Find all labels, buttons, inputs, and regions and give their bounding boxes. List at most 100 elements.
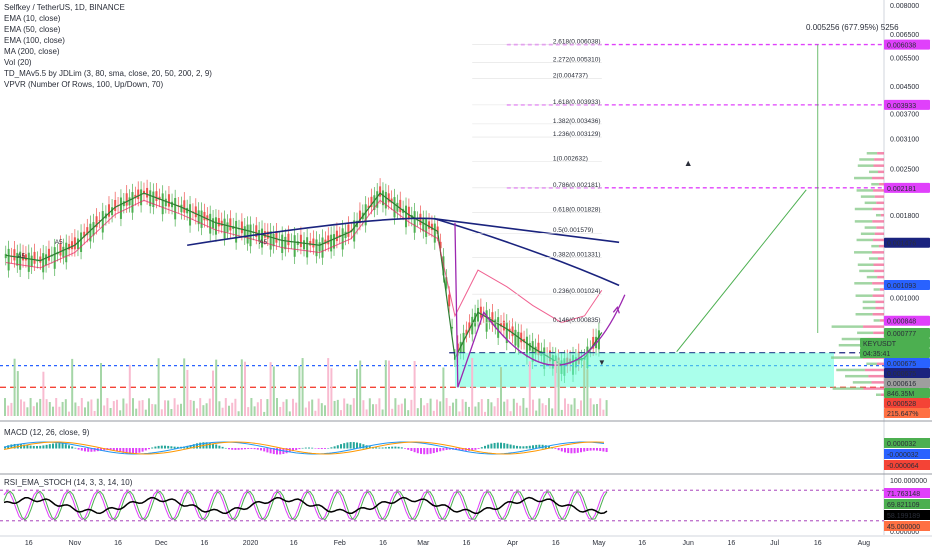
vpvr-bar-up [854,251,873,254]
macd-bar [461,448,464,451]
volume-bar [135,408,138,416]
candle-body [502,320,505,331]
volume-bar [487,398,490,416]
indicator-ma200[interactable]: MA (200, close) [4,47,60,56]
indicator-vol[interactable]: Vol (20) [4,58,32,67]
vpvr-bar-down [864,368,884,372]
volume-bar [583,360,586,416]
indicator-ema10[interactable]: EMA (10, close) [4,14,61,23]
fib-level-label: 0.236(0.001024) [553,288,601,295]
indicator-ema50[interactable]: EMA (50, close) [4,25,61,34]
candle-body [281,234,284,253]
candle-body [206,215,209,221]
candle-body [381,190,384,206]
symbol-title: Selfkey / TetherUS, 1D, BINANCE [4,3,125,12]
volume-bar [413,360,416,416]
candle-body [445,277,448,289]
volume-bar [90,399,93,416]
volume-bar [538,398,541,416]
macd-bar [343,443,346,449]
macd-bar [388,446,390,449]
candle-body [128,197,131,206]
price-badge-label: 0.000777 [887,331,916,338]
volume-bar [519,405,522,416]
vpvr-bar-down [877,170,884,174]
candle-body [263,231,266,238]
macd-bar [269,448,272,454]
vpvr-bar-down [863,325,884,328]
volume-bar [199,398,202,416]
macd-bar [436,448,438,453]
macd-bar [496,442,499,449]
volume-bar [116,399,118,416]
macd-bar [231,448,234,450]
macd-bar [423,448,426,455]
price-badge [884,237,930,248]
volume-bar [381,409,384,416]
volume-bar [384,360,387,416]
rsi-pane-label[interactable]: RSI_EMA_STOCH (14, 3, 3, 14, 10) [4,478,133,487]
macd-bar [141,448,144,452]
candle-body [321,237,324,258]
indicator-vpvr[interactable]: VPVR (Number Of Rows, 100, Up/Down, 70) [4,80,164,89]
candle-body [393,197,396,218]
macd-bar [10,444,13,449]
price-badge-label: 0.000675 [887,371,916,378]
macd-bar [442,448,445,451]
candle-body [7,248,10,271]
vpvr-bar-up [860,232,875,236]
macd-pane-label[interactable]: MACD (12, 26, close, 9) [4,428,90,437]
time-tick-label: Aug [858,540,871,547]
macd-signal-line [3,441,605,455]
macd-bar [234,448,237,450]
vpvr-bar-down [874,195,884,198]
macd-bar [199,442,202,449]
candle-body [309,241,312,246]
macd-bar [327,447,330,449]
volume-bar [170,408,173,416]
macd-bar [557,448,560,451]
time-tick-label: 16 [814,540,822,547]
candle-body [284,236,287,250]
volume-bar [141,400,144,416]
candle-body [258,230,261,242]
indicator-ema100[interactable]: EMA (100, close) [4,36,65,45]
vpvr-bar-down [879,319,884,322]
candle-body [229,218,232,231]
macd-bar [397,446,400,449]
vpvr-bar-down [872,207,884,211]
volume-bar [464,401,467,416]
candle-body [531,341,534,362]
price-badge-label: 0.003933 [887,103,916,110]
vpvr-bar-up [873,319,880,322]
macd-bar [407,448,410,450]
macd-bar [109,448,112,451]
fib-level-label: 1(0.002632) [553,155,588,162]
ema100-line [5,199,603,324]
candle-body [98,220,101,222]
macd-bar [93,448,96,452]
volume-bar [180,403,182,416]
rsi-badge [884,510,930,520]
vpvr-bar-down [873,331,884,335]
volume-bar [589,398,592,416]
vpvr-bar-up [857,263,874,266]
volume-bar [365,409,368,416]
macd-bar [237,448,240,450]
macd-bar [45,444,48,449]
volume-bar [570,404,573,416]
macd-bar [605,448,608,453]
macd-bar [538,444,541,449]
volume-bar [196,408,198,416]
volume-bar [183,358,186,416]
time-tick-label: 16 [290,540,298,547]
volume-bar [231,402,234,416]
macd-bar [525,446,528,449]
indicator-td-ma[interactable]: TD_MAv5.5 by JDLim (3, 80, sma, close, 2… [4,69,212,78]
macd-bar [167,445,170,449]
volume-bar [391,408,394,416]
volume-bar [311,399,314,416]
candle-body [180,204,183,213]
macd-bar [218,445,221,449]
